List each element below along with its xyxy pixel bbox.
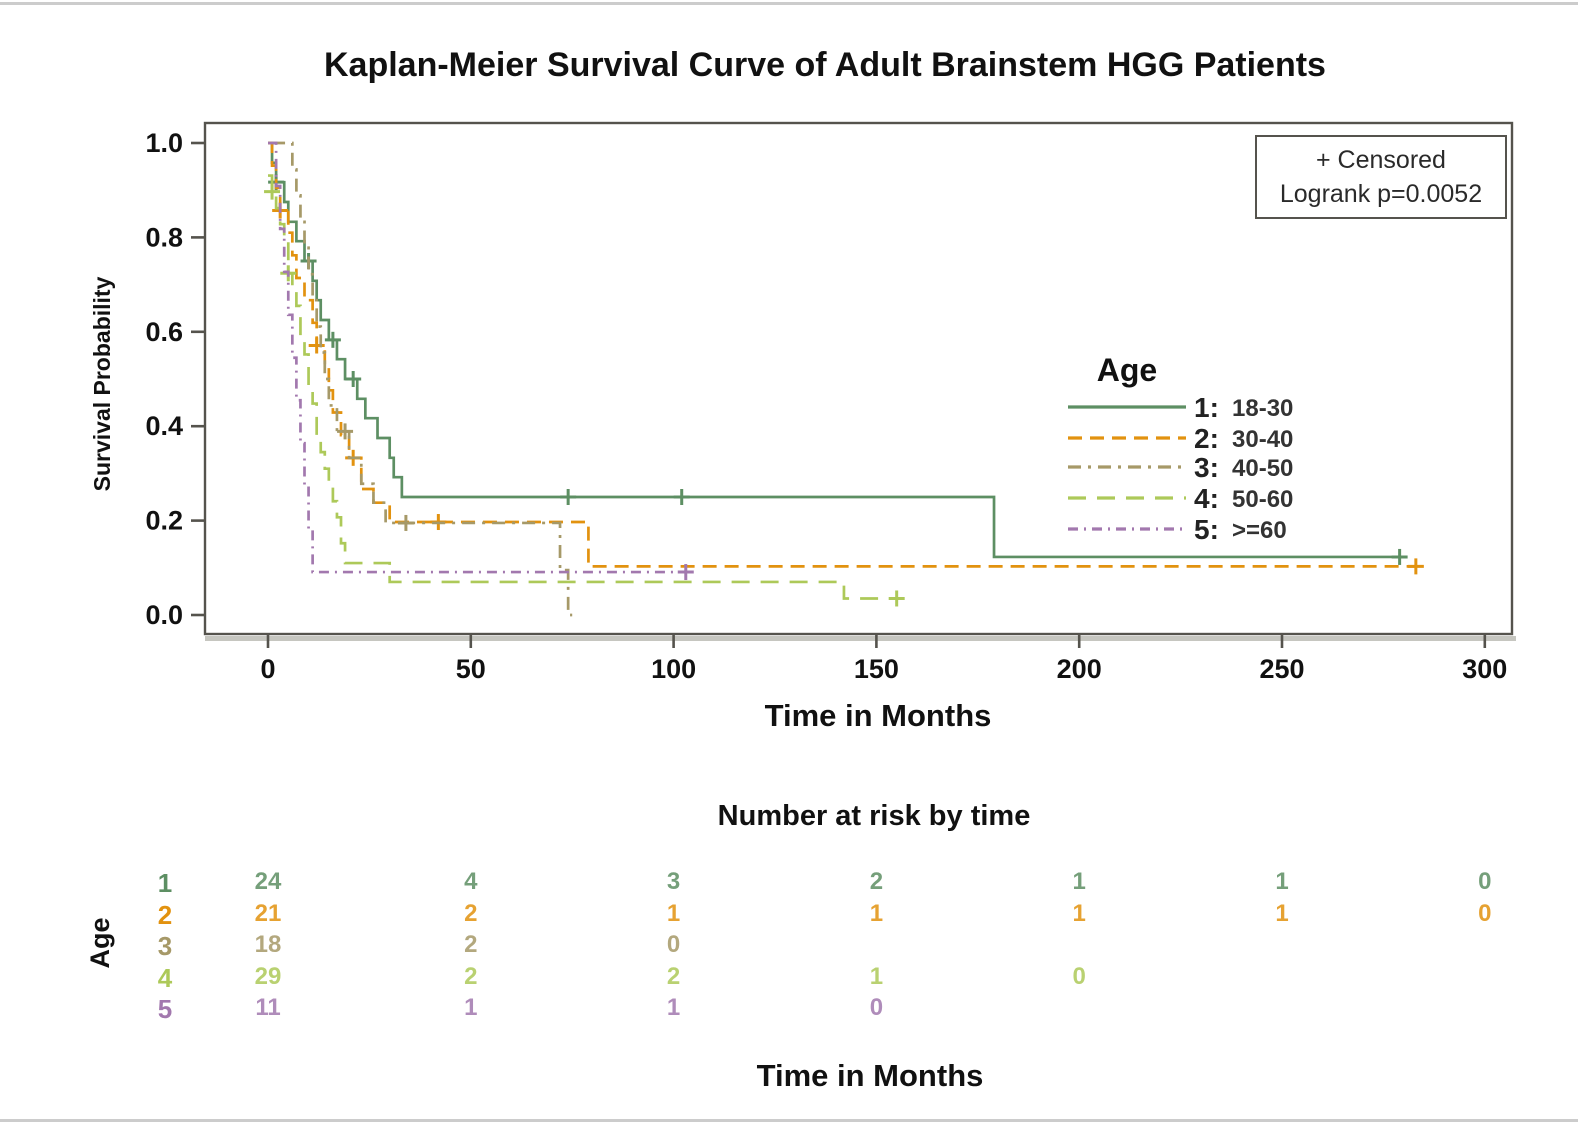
x-tick-label: 200 [1057, 654, 1102, 684]
legend-group-range: 30-40 [1232, 426, 1294, 453]
y-tick-label: 0.6 [145, 317, 183, 347]
risk-count-group-3-t0: 18 [254, 931, 282, 958]
legend-group-range: 40-50 [1232, 455, 1294, 482]
risk-count-group-1-t250: 1 [1275, 868, 1289, 895]
risk-count-group-2-t0: 21 [254, 900, 282, 927]
y-tick-label: 0.2 [145, 506, 183, 536]
axis-shadow [205, 636, 1516, 641]
censored-logrank-box: + Censored Logrank p=0.0052 [1255, 135, 1507, 219]
risk-table-age-label: Age [85, 917, 115, 969]
top-border-rule [0, 2, 1578, 5]
risk-count-group-1-t150: 2 [869, 868, 884, 895]
legend-group-number: 3: [1194, 452, 1219, 483]
risk-table-x-axis-label: Time in Months [756, 1058, 984, 1093]
x-tick-label: 300 [1462, 654, 1507, 684]
y-tick-label: 0.4 [145, 411, 183, 441]
risk-count-group-2-t100: 1 [666, 900, 681, 927]
y-tick-label: 0.0 [145, 600, 183, 630]
legend-line-sample [1068, 496, 1186, 500]
risk-count-group-4-t50: 2 [464, 963, 478, 990]
risk-count-group-4-t200: 0 [1072, 963, 1086, 990]
risk-count-group-4-t0: 29 [254, 963, 282, 990]
y-tick-label: 0.8 [145, 222, 183, 252]
legend-group-number: 1: [1194, 392, 1219, 423]
y-tick-label: 1.0 [145, 128, 183, 158]
legend-group-number: 4: [1194, 483, 1219, 514]
logrank-pvalue: Logrank p=0.0052 [1279, 180, 1483, 208]
risk-count-group-1-t0: 24 [254, 868, 282, 895]
legend-group-number: 5: [1194, 514, 1219, 545]
legend-group-range: 50-60 [1232, 486, 1294, 513]
legend-line-sample [1068, 405, 1186, 409]
age-legend-title: Age [1096, 352, 1158, 388]
legend-item-group-2: 2: 30-40 [1060, 423, 1320, 454]
km-curve-group-5 [268, 141, 694, 574]
legend-line-sample [1068, 436, 1186, 440]
risk-count-group-5-t150: 0 [869, 994, 884, 1021]
legend-item-group-1: 1: 18-30 [1060, 392, 1320, 423]
legend-item-group-3: 3: 40-50 [1060, 452, 1320, 483]
x-tick-label: 0 [260, 654, 275, 684]
risk-count-group-4-t100: 2 [666, 963, 681, 990]
plot-border [203, 121, 1514, 636]
risk-row-group-label: 3 [157, 931, 173, 961]
bottom-border-rule [0, 1119, 1578, 1122]
risk-count-group-2-t150: 1 [869, 900, 884, 927]
legend-group-range: 18-30 [1232, 395, 1294, 422]
risk-count-group-3-t50: 2 [464, 931, 478, 958]
legend-item-group-4: 4: 50-60 [1060, 483, 1320, 514]
risk-row-group-label: 5 [157, 994, 173, 1024]
x-axis-label: Time in Months [764, 698, 992, 733]
censored-note: + Censored [1316, 146, 1446, 174]
risk-count-group-5-t0: 11 [255, 994, 281, 1021]
risk-count-group-1-t300: 0 [1478, 868, 1492, 895]
legend-line-sample [1068, 465, 1186, 469]
y-axis-label: Survival Probability [89, 276, 115, 492]
risk-count-group-1-t50: 4 [464, 868, 478, 895]
risk-count-group-2-t200: 1 [1072, 900, 1086, 927]
risk-count-group-3-t100: 0 [666, 931, 681, 958]
legend-group-range: >=60 [1232, 517, 1287, 544]
risk-count-group-2-t50: 2 [464, 900, 478, 927]
risk-row-group-label: 4 [157, 963, 173, 993]
risk-count-group-5-t50: 1 [464, 994, 478, 1021]
legend-item-group-5: 5: >=60 [1060, 514, 1320, 545]
x-tick-label: 50 [456, 654, 486, 684]
risk-count-group-4-t150: 1 [869, 963, 884, 990]
risk-count-group-1-t100: 3 [666, 868, 681, 895]
km-curve-group-3 [272, 141, 573, 617]
risk-row-group-label: 1 [157, 868, 173, 898]
risk-table-title: Number at risk by time [717, 800, 1031, 832]
x-tick-label: 100 [651, 654, 696, 684]
risk-count-group-5-t100: 1 [666, 994, 681, 1021]
x-tick-label: 250 [1259, 654, 1304, 684]
risk-count-group-2-t300: 0 [1478, 900, 1492, 927]
x-tick-label: 150 [854, 654, 899, 684]
km-curve-group-1 [268, 141, 1404, 559]
legend-line-sample [1068, 527, 1186, 531]
km-curve-group-4 [268, 174, 901, 600]
chart-title: Kaplan-Meier Survival Curve of Adult Bra… [324, 46, 1326, 84]
risk-count-group-2-t250: 1 [1275, 900, 1289, 927]
legend-group-number: 2: [1194, 423, 1219, 454]
risk-count-group-1-t200: 1 [1072, 868, 1086, 895]
risk-row-group-label: 2 [157, 900, 173, 930]
